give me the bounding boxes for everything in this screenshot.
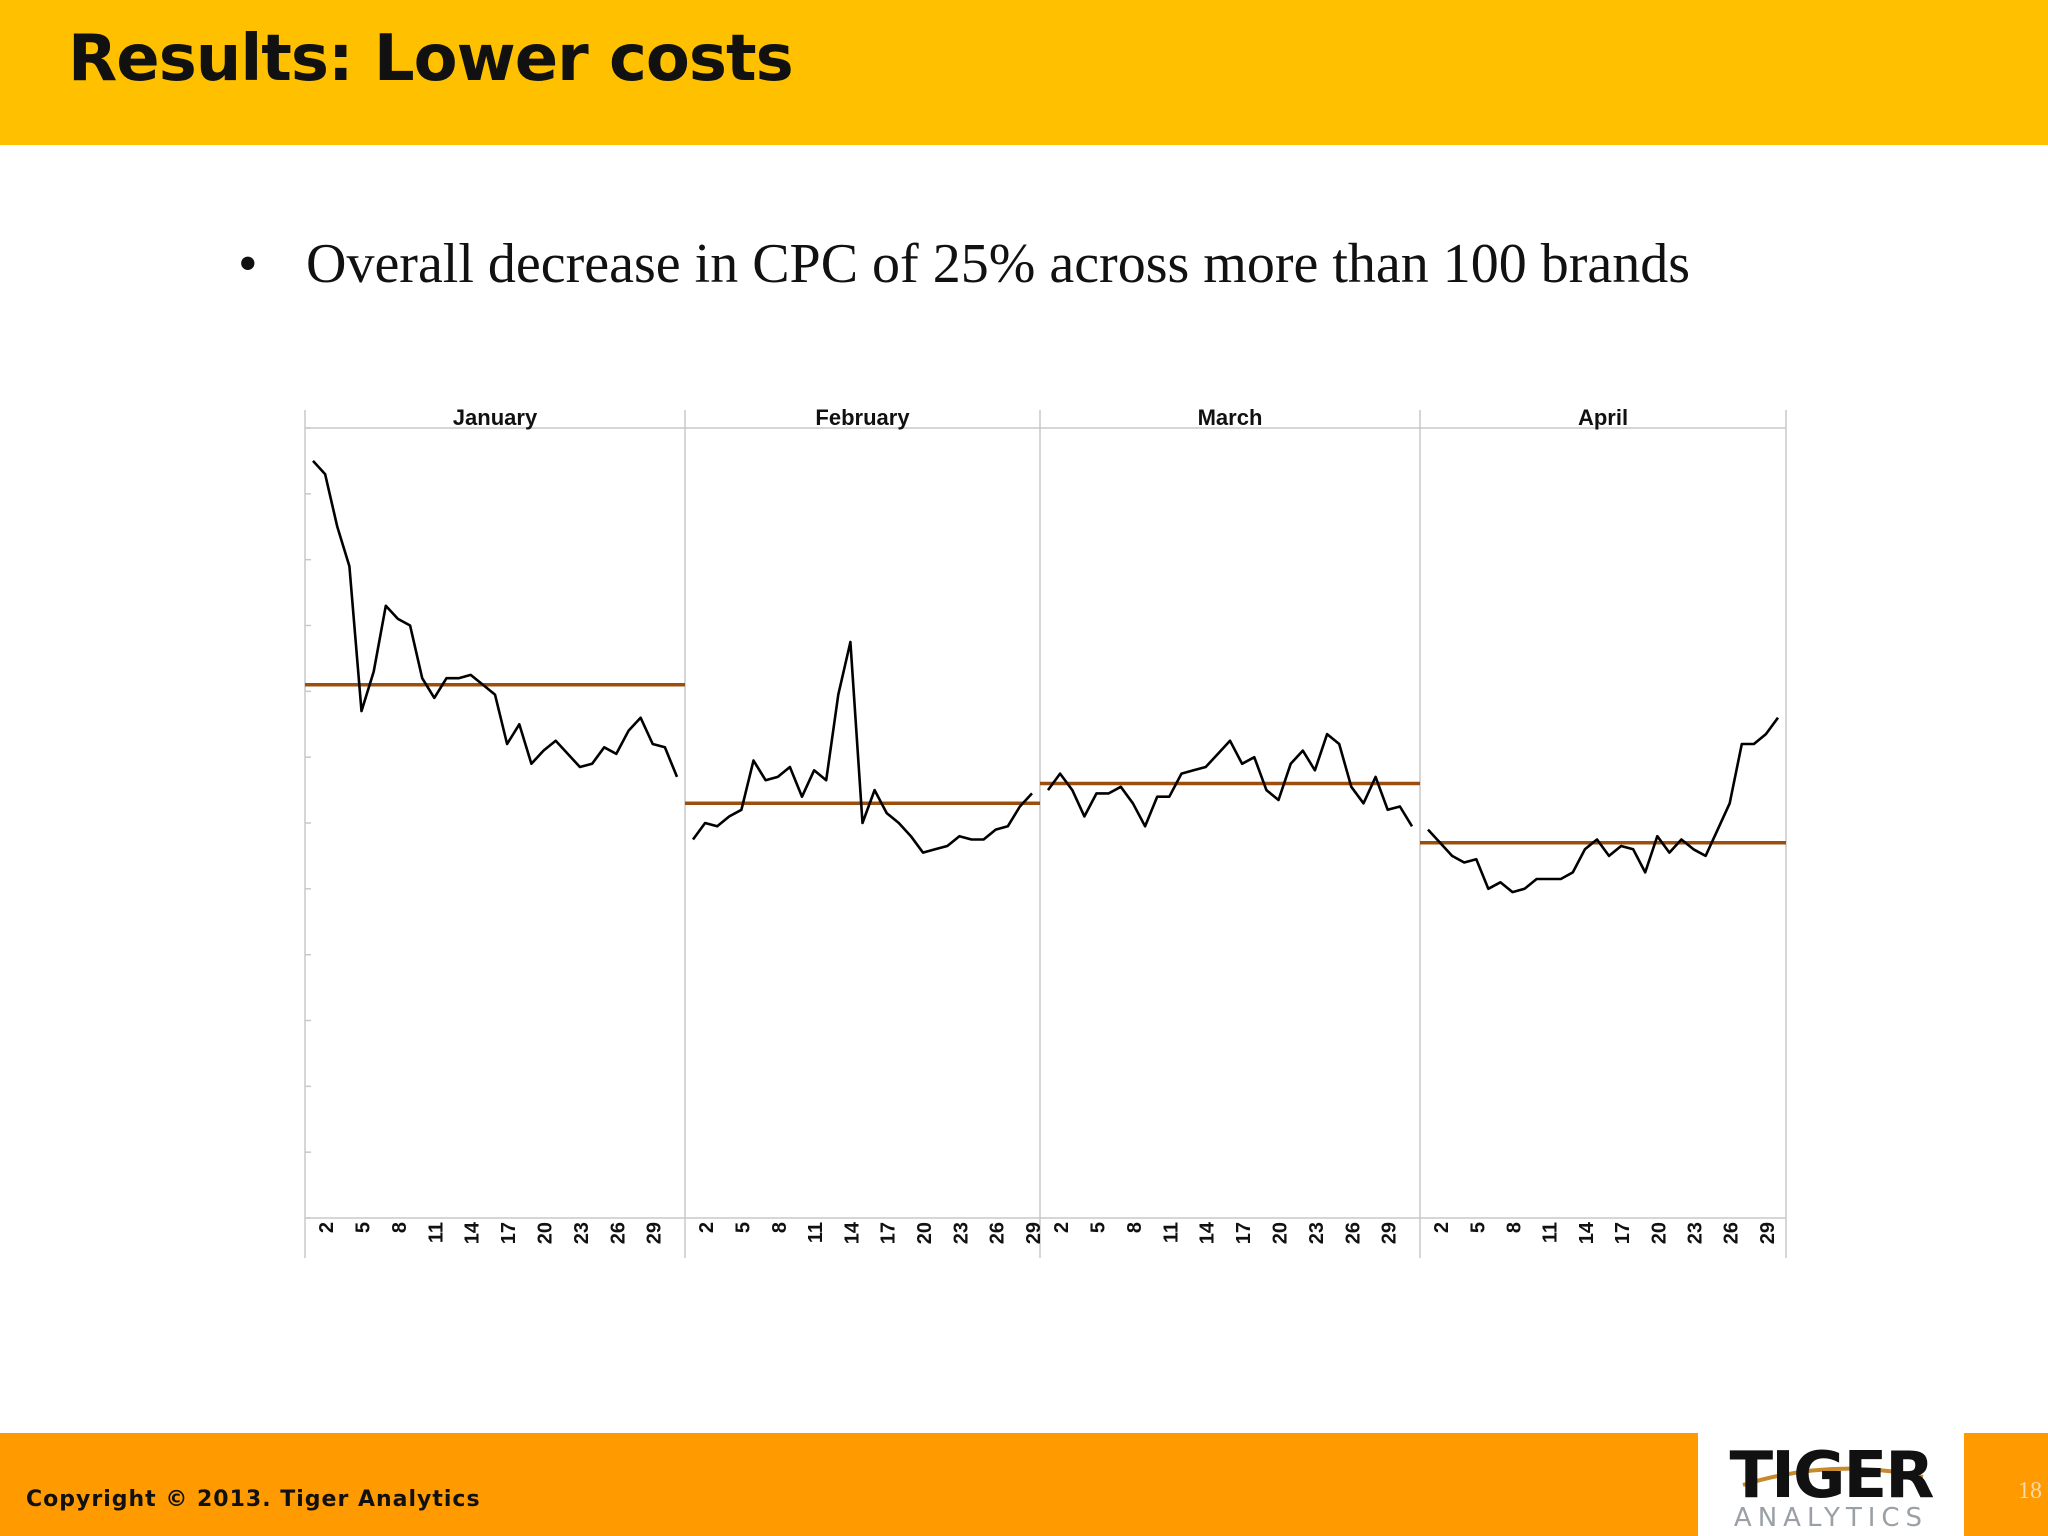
x-tick-label-april-17: 17 [1612, 1222, 1634, 1244]
x-tick-label-april-29: 29 [1757, 1222, 1779, 1244]
x-tick-label-april-5: 5 [1467, 1222, 1489, 1233]
x-tick-label-january-11: 11 [425, 1222, 447, 1243]
x-tick-label-february-29: 29 [1023, 1222, 1045, 1244]
panel-label-march: March [1198, 405, 1263, 430]
page-number: 18 [2018, 1478, 2042, 1504]
x-tick-label-february-26: 26 [987, 1222, 1009, 1244]
slide-title: Results: Lower costs [68, 22, 794, 96]
x-tick-label-february-8: 8 [769, 1222, 791, 1233]
x-tick-label-march-11: 11 [1160, 1222, 1182, 1243]
x-tick-label-february-23: 23 [950, 1222, 972, 1244]
x-tick-label-april-8: 8 [1503, 1222, 1525, 1233]
x-tick-label-april-23: 23 [1685, 1222, 1707, 1244]
x-tick-label-march-20: 20 [1270, 1222, 1292, 1244]
x-tick-label-april-14: 14 [1576, 1221, 1598, 1244]
x-tick-label-february-14: 14 [841, 1221, 863, 1244]
x-tick-label-january-8: 8 [389, 1222, 411, 1233]
x-tick-label-march-5: 5 [1088, 1222, 1110, 1233]
x-tick-label-february-17: 17 [878, 1222, 900, 1244]
x-tick-label-january-20: 20 [535, 1222, 557, 1244]
x-tick-label-april-26: 26 [1721, 1222, 1743, 1244]
x-tick-label-january-5: 5 [353, 1222, 375, 1233]
x-tick-label-february-2: 2 [696, 1222, 718, 1233]
panel-label-february: February [815, 405, 910, 430]
x-tick-label-january-29: 29 [644, 1222, 666, 1244]
x-tick-label-february-11: 11 [805, 1222, 827, 1243]
x-tick-label-march-23: 23 [1306, 1222, 1328, 1244]
cpc-series-january [312, 460, 679, 778]
bullet-item: • Overall decrease in CPC of 25% across m… [238, 232, 1690, 296]
x-tick-label-march-29: 29 [1379, 1222, 1401, 1244]
x-tick-label-january-17: 17 [498, 1222, 520, 1244]
x-tick-label-january-2: 2 [316, 1222, 338, 1233]
bullet-text: Overall decrease in CPC of 25% across mo… [306, 233, 1691, 295]
logo-swoosh-icon [1742, 1466, 1924, 1487]
logo-subtitle: ANALYTICS [1733, 1503, 1929, 1533]
x-tick-label-april-20: 20 [1648, 1222, 1670, 1244]
bullet-symbol: • [238, 233, 258, 295]
cpc-series-february [691, 640, 1033, 854]
cpc-series-april [1427, 716, 1780, 894]
x-tick-label-march-8: 8 [1124, 1222, 1146, 1233]
x-tick-label-march-17: 17 [1233, 1222, 1255, 1244]
panel-label-january: January [453, 405, 538, 430]
cpc-line-chart: January 2 5 8 11 14 17 20 23 26 29 February 2 5 8 11 14 1… [304, 405, 1787, 1258]
logo-name: TIGER [1729, 1439, 1935, 1513]
title-bar [0, 0, 2048, 145]
x-tick-label-january-26: 26 [607, 1222, 629, 1244]
x-tick-label-january-23: 23 [571, 1222, 593, 1244]
x-tick-label-march-2: 2 [1051, 1222, 1073, 1233]
x-tick-label-february-5: 5 [732, 1222, 754, 1233]
x-tick-label-january-14: 14 [462, 1221, 484, 1244]
x-tick-label-march-26: 26 [1342, 1222, 1364, 1244]
cpc-series-march [1046, 732, 1414, 828]
copyright-text: Copyright © 2013. Tiger Analytics [26, 1487, 481, 1512]
x-tick-label-april-11: 11 [1540, 1222, 1562, 1243]
panel-label-april: April [1578, 405, 1628, 430]
x-tick-label-april-2: 2 [1431, 1222, 1453, 1233]
x-tick-label-march-14: 14 [1197, 1221, 1219, 1244]
tiger-analytics-logo: TIGER ANALYTICS [1698, 1433, 1964, 1536]
x-tick-label-february-20: 20 [914, 1222, 936, 1244]
